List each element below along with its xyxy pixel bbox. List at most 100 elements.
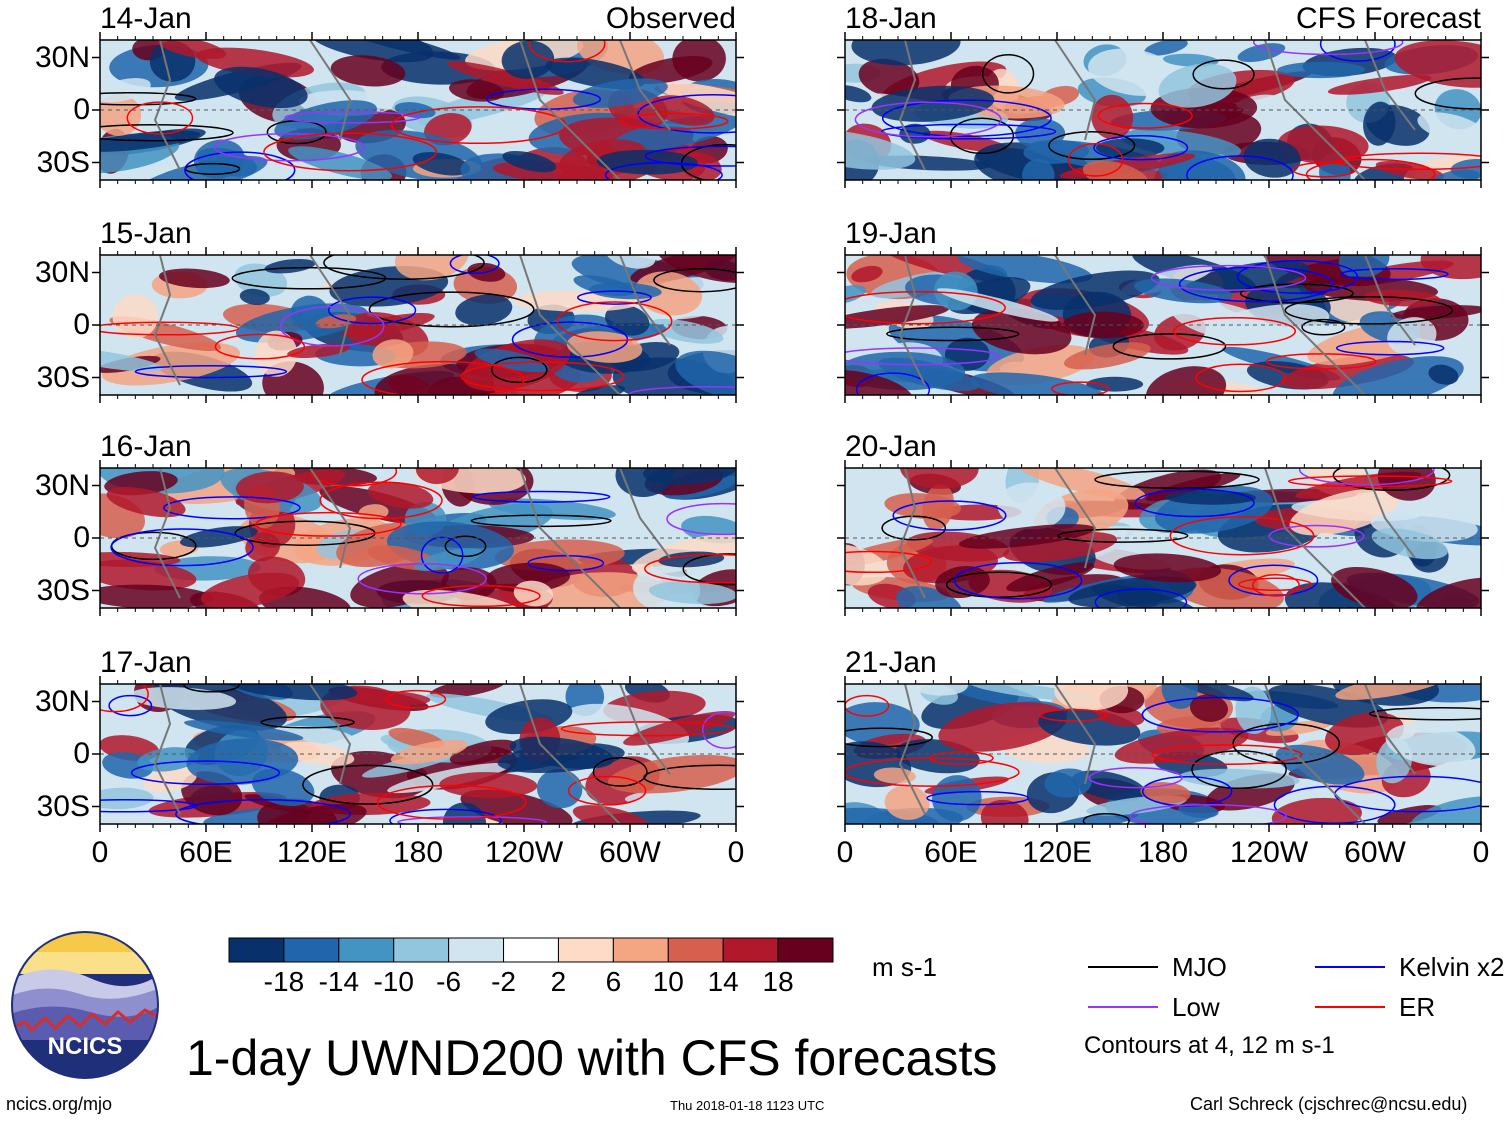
contour-kelvin-x2 bbox=[644, 145, 736, 167]
contour-mjo bbox=[643, 764, 736, 791]
wind-anomaly-blob bbox=[536, 769, 583, 809]
coastline bbox=[153, 684, 671, 824]
contour-mjo bbox=[368, 291, 535, 328]
contour-er bbox=[644, 553, 736, 584]
wind-anomaly-blob bbox=[287, 343, 351, 359]
contour-mjo bbox=[886, 326, 1020, 342]
wind-anomaly-blob bbox=[845, 369, 914, 395]
wind-anomaly-blob bbox=[1277, 125, 1369, 165]
wind-anomaly-blob bbox=[254, 330, 298, 377]
colorbar-swatch bbox=[448, 937, 505, 963]
contour-er bbox=[845, 757, 1020, 787]
wind-anomaly-blob bbox=[100, 348, 163, 372]
contour-mjo bbox=[682, 553, 736, 586]
wind-anomaly-blob bbox=[414, 548, 483, 571]
lon-tick-label: 120E bbox=[1021, 836, 1093, 869]
wind-anomaly-blob bbox=[100, 78, 151, 103]
wind-anomaly-blob bbox=[1387, 317, 1437, 356]
wind-anomaly-blob bbox=[873, 767, 916, 784]
contour-kelvin-x2 bbox=[130, 760, 281, 786]
lon-tick-label: 60W bbox=[599, 836, 661, 869]
wind-anomaly-blob bbox=[1375, 161, 1445, 180]
map-panel-17-jan bbox=[92, 676, 744, 832]
contour-mjo bbox=[592, 757, 648, 787]
wind-anomaly-blob bbox=[1206, 304, 1330, 345]
wind-anomaly-blob bbox=[264, 258, 316, 274]
wind-anomaly-blob bbox=[1178, 684, 1254, 702]
contour-low bbox=[1088, 767, 1183, 789]
legend-label: ER bbox=[1399, 992, 1436, 1022]
legend-label: Low bbox=[1172, 992, 1220, 1022]
wind-anomaly-blob bbox=[413, 468, 527, 494]
contour-kelvin-x2 bbox=[100, 799, 198, 813]
contour-kelvin-x2 bbox=[577, 290, 652, 305]
wind-anomaly-blob bbox=[449, 739, 517, 765]
lat-tick-label: 30N bbox=[34, 468, 90, 502]
colorbar-swatch bbox=[283, 937, 340, 963]
contour-low bbox=[357, 563, 487, 595]
contour-mjo bbox=[490, 356, 548, 384]
contour-er bbox=[1287, 475, 1453, 488]
wind-anomaly-blob bbox=[390, 739, 468, 765]
map-panel-18-jan bbox=[837, 32, 1489, 188]
wind-anomaly-blob bbox=[851, 265, 883, 283]
wind-anomaly-blob bbox=[1410, 796, 1481, 824]
coastline bbox=[898, 468, 1416, 608]
wind-anomaly-blob bbox=[331, 40, 461, 60]
wind-anomaly-blob bbox=[845, 85, 872, 103]
wind-anomaly-blob bbox=[288, 146, 393, 180]
wind-anomaly-blob bbox=[573, 385, 626, 395]
wind-anomaly-blob bbox=[634, 271, 703, 316]
lon-tick-label: 120W bbox=[1229, 836, 1309, 869]
contour-kelvin-x2 bbox=[110, 528, 254, 567]
contour-mjo bbox=[1301, 318, 1346, 336]
lon-tick-label: 120W bbox=[484, 836, 564, 869]
colorbar-tick-label: -18 bbox=[263, 966, 305, 997]
colorbar-tick-label: 6 bbox=[605, 966, 622, 997]
contour-mjo bbox=[470, 514, 612, 528]
contour-mjo bbox=[323, 255, 485, 280]
wind-anomaly-blob bbox=[1145, 366, 1227, 395]
wind-anomaly-blob bbox=[184, 720, 304, 741]
contour-er bbox=[319, 481, 443, 520]
wind-anomaly-blob bbox=[899, 123, 931, 144]
wind-anomaly-blob bbox=[106, 487, 186, 518]
contour-kelvin-x2 bbox=[108, 694, 153, 717]
wind-anomaly-blob bbox=[1277, 61, 1365, 79]
wind-anomaly-blob bbox=[936, 288, 1059, 322]
wind-anomaly-blob bbox=[143, 767, 197, 793]
timestamp: Thu 2018-01-18 1123 UTC bbox=[670, 1098, 825, 1113]
contour-low bbox=[1129, 804, 1288, 824]
wind-anomaly-blob bbox=[180, 526, 258, 548]
wind-anomaly-blob bbox=[513, 580, 554, 607]
lat-tick-label: 0 bbox=[73, 521, 90, 554]
wind-anomaly-blob bbox=[629, 56, 713, 84]
website-link[interactable]: ncics.org/mjo bbox=[6, 1094, 113, 1114]
lat-tick-label: 30N bbox=[34, 40, 90, 74]
colorbar-tick-label: 18 bbox=[762, 966, 794, 997]
lon-tick-label: 0 bbox=[727, 836, 745, 869]
contour-er bbox=[376, 784, 527, 820]
wind-anomaly-blob bbox=[938, 702, 1067, 752]
colorbar-tick-label: -2 bbox=[491, 966, 516, 997]
contour-kelvin-x2 bbox=[953, 561, 1083, 600]
coastline bbox=[153, 255, 671, 395]
wind-anomaly-blob bbox=[1385, 723, 1476, 767]
wind-anomaly-blob bbox=[158, 268, 230, 289]
wind-anomaly-blob bbox=[1237, 43, 1286, 63]
wind-anomaly-blob bbox=[1017, 468, 1146, 500]
wind-anomaly-blob bbox=[1113, 553, 1222, 583]
wind-anomaly-blob bbox=[647, 319, 724, 344]
wind-anomaly-blob bbox=[858, 58, 920, 97]
wind-anomaly-blob bbox=[1289, 488, 1400, 536]
wind-anomaly-blob bbox=[1371, 528, 1448, 560]
wind-anomaly-blob bbox=[214, 66, 308, 109]
contour-kelvin-x2 bbox=[134, 364, 288, 379]
contour-kelvin-x2 bbox=[184, 151, 296, 180]
contour-mjo bbox=[981, 53, 1035, 94]
contour-mjo bbox=[1191, 750, 1287, 790]
contour-er bbox=[255, 511, 402, 537]
wind-anomaly-blob bbox=[650, 95, 715, 126]
contour-mjo bbox=[653, 267, 736, 293]
wind-anomaly-blob bbox=[256, 803, 367, 824]
